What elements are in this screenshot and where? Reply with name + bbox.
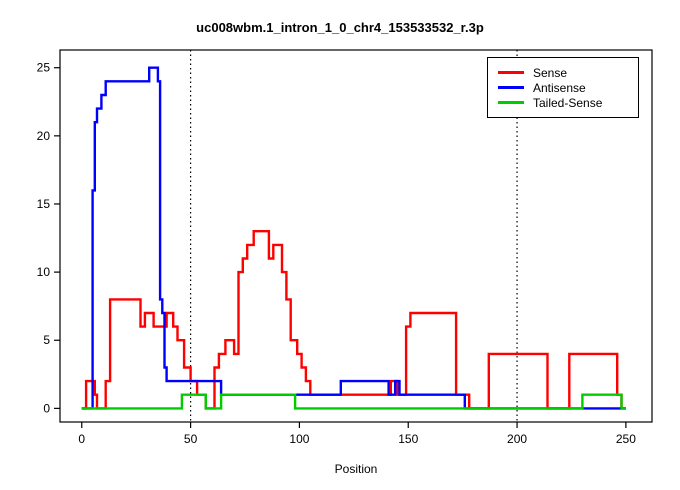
legend-label-tailed-sense: Tailed-Sense — [533, 95, 603, 110]
legend-swatch-antisense-icon — [498, 86, 524, 89]
chart-title: uc008wbm.1_intron_1_0_chr4_153533532_r.3… — [196, 20, 484, 35]
legend-label-sense: Sense — [533, 65, 568, 80]
series-line-sense — [81, 229, 626, 410]
plot-border — [59, 49, 653, 423]
x-tick-label: 50 — [184, 432, 198, 446]
x-tick-label: 0 — [78, 432, 85, 446]
y-tick-label: 15 — [37, 197, 51, 211]
x-tick-label: 250 — [616, 432, 636, 446]
legend-item-tailed-sense: Tailed-Sense — [498, 95, 628, 110]
x-tick-label: 150 — [398, 432, 418, 446]
x-tick-label: 100 — [289, 432, 309, 446]
legend-item-sense: Sense — [498, 65, 628, 80]
x-tick-label: 200 — [507, 432, 527, 446]
legend-item-antisense: Antisense — [498, 80, 628, 95]
y-tick-label: 0 — [43, 401, 50, 415]
y-tick-label: 10 — [37, 265, 51, 279]
y-tick-label: 20 — [37, 129, 51, 143]
series-line-tailed-sense — [81, 393, 626, 410]
series-line-antisense — [81, 66, 626, 410]
legend: Sense Antisense Tailed-Sense — [487, 57, 639, 118]
y-tick-label: 5 — [43, 333, 50, 347]
legend-swatch-sense-icon — [498, 71, 524, 74]
y-tick-label: 25 — [37, 61, 51, 75]
legend-label-antisense: Antisense — [533, 80, 586, 95]
legend-swatch-tailed-sense-icon — [498, 101, 524, 104]
x-axis-label: Position — [334, 462, 378, 476]
